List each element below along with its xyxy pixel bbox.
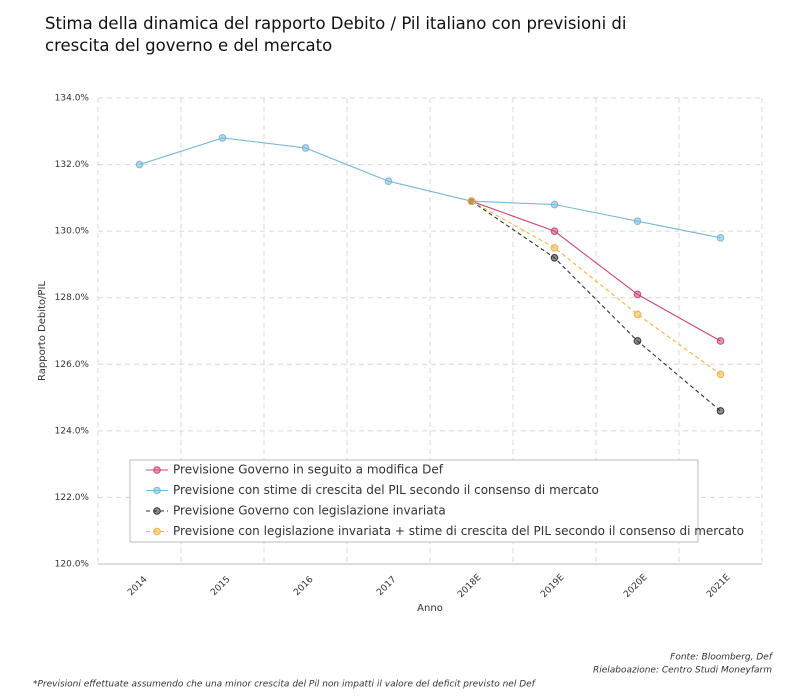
- x-tick-label: 2019E: [539, 572, 567, 600]
- x-tick-label: 2017: [375, 575, 398, 598]
- x-tick-label: 2015: [209, 575, 232, 598]
- legend-label: Previsione con legislazione invariata + …: [173, 524, 744, 538]
- legend-marker: [153, 486, 161, 495]
- chart-title: Stima della dinamica del rapporto Debito…: [45, 14, 626, 33]
- legend-marker: [153, 507, 161, 515]
- y-tick-label: 126.0%: [55, 360, 90, 370]
- y-tick-label: 120.0%: [55, 560, 90, 570]
- y-tick-label: 124.0%: [55, 426, 90, 436]
- data-point: [301, 144, 310, 152]
- series-line: [139, 137, 721, 239]
- data-point: [550, 227, 559, 235]
- legend-box: [129, 459, 699, 543]
- x-tick-label: 2014: [126, 575, 149, 598]
- source: Rielaboazione: Centro Studi Moneyfarm: [593, 666, 772, 676]
- data-point: [716, 234, 725, 242]
- y-tick-label: 130.0%: [55, 227, 90, 237]
- y-tick-label: 134.0%: [55, 94, 90, 104]
- source: Fonte: Bloomberg, Def: [670, 653, 774, 663]
- data-point: [550, 243, 559, 252]
- y-axis-label: Rapporto Debito/PIL: [37, 281, 48, 381]
- data-point: [467, 197, 476, 205]
- series-line: [471, 200, 721, 412]
- data-point: [550, 253, 559, 262]
- legend-marker: [153, 466, 161, 474]
- series-line: [471, 200, 721, 342]
- series-line: [471, 200, 721, 375]
- data-point: [716, 337, 725, 345]
- x-tick-label: 2016: [292, 575, 315, 598]
- data-point: [633, 290, 642, 299]
- data-point: [716, 407, 725, 415]
- data-point: [218, 134, 227, 142]
- data-point: [633, 310, 642, 319]
- legend-marker: [153, 527, 161, 536]
- y-tick-label: 128.0%: [55, 293, 90, 303]
- data-point: [633, 217, 642, 225]
- x-tick-label: 2021E: [705, 572, 733, 600]
- data-point: [550, 200, 559, 209]
- y-tick-label: 132.0%: [55, 160, 90, 170]
- data-point: [384, 177, 393, 186]
- legend-label: Previsione Governo con legislazione inva…: [173, 504, 446, 518]
- footnote: *Previsioni effettuate assumendo che una…: [33, 680, 537, 690]
- y-tick-label: 122.0%: [55, 493, 90, 503]
- data-point: [135, 160, 144, 169]
- data-point: [716, 370, 725, 379]
- legend-label: Previsione Governo in seguito a modifica…: [173, 463, 444, 477]
- x-axis-label: Anno: [417, 603, 443, 614]
- chart-title: crescita del governo e del mercato: [45, 36, 332, 55]
- data-point: [633, 337, 642, 345]
- x-tick-label: 2020E: [622, 572, 650, 600]
- legend-label: Previsione con stime di crescita del PIL…: [173, 483, 599, 497]
- x-tick-label: 2018E: [456, 572, 484, 600]
